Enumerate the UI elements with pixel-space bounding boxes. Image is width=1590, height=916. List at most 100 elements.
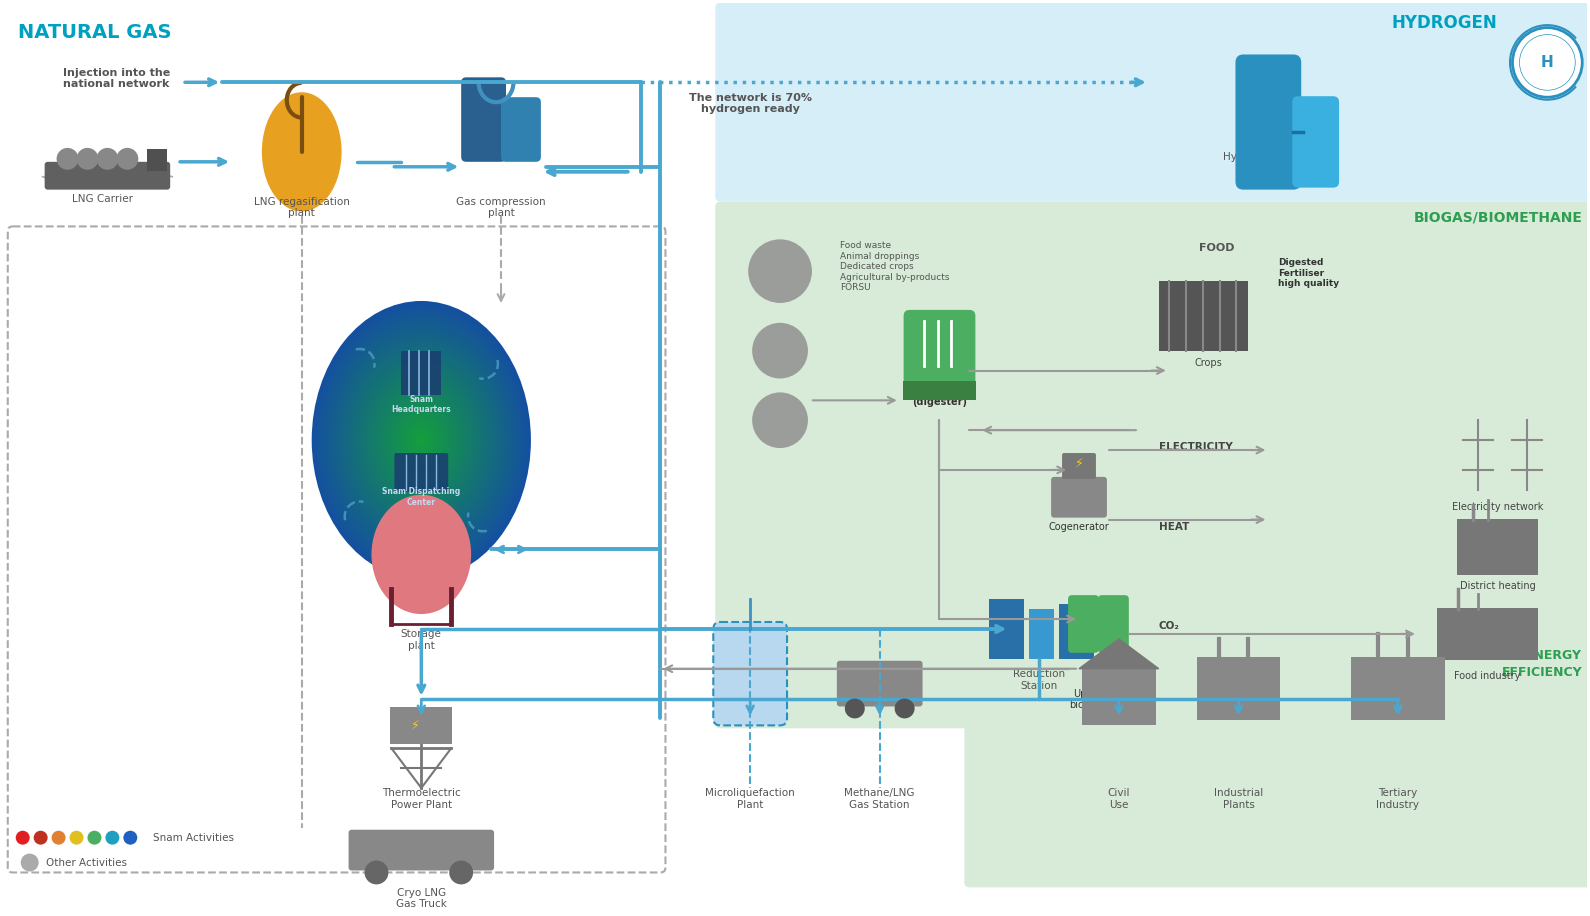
Ellipse shape — [418, 437, 425, 443]
Text: Upgrading
biomethane: Upgrading biomethane — [1070, 689, 1129, 711]
FancyBboxPatch shape — [716, 202, 1590, 728]
Text: Tertiary
Industry: Tertiary Industry — [1377, 789, 1420, 810]
FancyBboxPatch shape — [501, 97, 541, 162]
Circle shape — [895, 699, 914, 718]
FancyBboxPatch shape — [714, 622, 787, 725]
Ellipse shape — [367, 371, 475, 509]
FancyBboxPatch shape — [836, 660, 922, 706]
FancyBboxPatch shape — [965, 619, 1590, 888]
Text: LNG regasification
plant: LNG regasification plant — [254, 197, 350, 219]
Text: The network is 70%
hydrogen ready: The network is 70% hydrogen ready — [688, 93, 811, 114]
FancyBboxPatch shape — [1068, 595, 1099, 653]
Ellipse shape — [323, 315, 520, 565]
Text: HEAT: HEAT — [1159, 521, 1189, 531]
Ellipse shape — [334, 329, 509, 551]
Text: Cogenerator: Cogenerator — [1049, 521, 1110, 531]
Text: Biogas plant
(digester): Biogas plant (digester) — [905, 386, 975, 408]
Ellipse shape — [417, 433, 426, 447]
Ellipse shape — [347, 346, 496, 534]
Text: Digested
Fertiliser
high quality: Digested Fertiliser high quality — [1278, 258, 1339, 288]
Text: Storage
plant: Storage plant — [401, 629, 442, 651]
Ellipse shape — [339, 336, 504, 544]
FancyBboxPatch shape — [1062, 453, 1096, 479]
FancyBboxPatch shape — [1029, 609, 1054, 659]
Ellipse shape — [410, 426, 432, 454]
Circle shape — [844, 699, 865, 718]
Ellipse shape — [407, 422, 436, 457]
Text: Microliquefaction
Plant: Microliquefaction Plant — [706, 789, 795, 810]
Circle shape — [1520, 35, 1576, 91]
Text: ENERGY
EFFICIENCY: ENERGY EFFICIENCY — [1501, 649, 1582, 679]
Ellipse shape — [391, 402, 452, 478]
Text: District heating: District heating — [1460, 581, 1536, 591]
Ellipse shape — [372, 377, 471, 503]
Text: Crops: Crops — [1194, 357, 1223, 367]
FancyBboxPatch shape — [1197, 657, 1280, 720]
Ellipse shape — [337, 333, 506, 548]
Circle shape — [752, 322, 808, 378]
Text: FOOD: FOOD — [1199, 244, 1234, 253]
Circle shape — [87, 831, 102, 845]
Circle shape — [51, 831, 65, 845]
FancyBboxPatch shape — [903, 310, 975, 391]
FancyBboxPatch shape — [348, 830, 494, 870]
FancyBboxPatch shape — [394, 453, 448, 492]
Ellipse shape — [361, 364, 482, 517]
Ellipse shape — [405, 420, 437, 461]
FancyBboxPatch shape — [1081, 667, 1156, 725]
Text: ELECTRICITY: ELECTRICITY — [1159, 442, 1232, 453]
Circle shape — [450, 860, 474, 885]
Circle shape — [16, 831, 30, 845]
Text: Electricity network: Electricity network — [1452, 502, 1544, 512]
Circle shape — [21, 854, 38, 871]
FancyBboxPatch shape — [148, 149, 167, 170]
Polygon shape — [1080, 638, 1159, 669]
Text: ⚡: ⚡ — [1075, 456, 1083, 470]
Text: Methane/LNG
Gas Station: Methane/LNG Gas Station — [844, 789, 914, 810]
Text: Cryo LNG
Gas Truck: Cryo LNG Gas Truck — [396, 888, 447, 910]
FancyBboxPatch shape — [1437, 608, 1539, 660]
Circle shape — [97, 147, 118, 169]
Ellipse shape — [345, 343, 498, 538]
Ellipse shape — [383, 391, 460, 489]
Ellipse shape — [380, 388, 463, 492]
Ellipse shape — [386, 395, 456, 485]
FancyBboxPatch shape — [45, 162, 170, 190]
Ellipse shape — [353, 354, 490, 527]
Ellipse shape — [350, 350, 493, 530]
Text: Snam Dispatching
Center: Snam Dispatching Center — [382, 487, 461, 507]
FancyBboxPatch shape — [1293, 96, 1339, 188]
Circle shape — [1512, 27, 1582, 97]
Ellipse shape — [396, 409, 445, 472]
Text: HYDROGEN: HYDROGEN — [1391, 14, 1498, 32]
Ellipse shape — [316, 308, 525, 572]
Ellipse shape — [358, 360, 485, 520]
Text: Reduction
Station: Reduction Station — [1013, 669, 1065, 691]
Text: Other Activities: Other Activities — [46, 857, 127, 867]
Text: Food waste
Animal droppings
Dedicated crops
Agricultural by-products
FORSU: Food waste Animal droppings Dedicated cr… — [840, 241, 949, 292]
FancyBboxPatch shape — [903, 381, 976, 400]
Ellipse shape — [356, 356, 487, 524]
Ellipse shape — [364, 367, 479, 513]
Ellipse shape — [394, 405, 448, 474]
Circle shape — [76, 147, 99, 169]
FancyBboxPatch shape — [716, 3, 1590, 202]
Circle shape — [105, 831, 119, 845]
Text: Civil
Use: Civil Use — [1108, 789, 1130, 810]
Ellipse shape — [372, 495, 471, 614]
FancyBboxPatch shape — [1099, 595, 1129, 653]
FancyBboxPatch shape — [1352, 657, 1445, 720]
Ellipse shape — [388, 398, 455, 482]
Ellipse shape — [331, 325, 512, 555]
Circle shape — [116, 147, 138, 169]
Ellipse shape — [326, 319, 517, 562]
Text: CO₂: CO₂ — [1159, 621, 1180, 631]
Ellipse shape — [413, 430, 429, 451]
Text: Snam Activities: Snam Activities — [153, 833, 234, 843]
Ellipse shape — [369, 374, 474, 507]
FancyBboxPatch shape — [1159, 281, 1248, 351]
Circle shape — [124, 831, 137, 845]
Text: Hydrogen generation
processes: Hydrogen generation processes — [1223, 152, 1334, 174]
Text: Thermoelectric
Power Plant: Thermoelectric Power Plant — [382, 789, 461, 810]
Ellipse shape — [375, 381, 467, 499]
